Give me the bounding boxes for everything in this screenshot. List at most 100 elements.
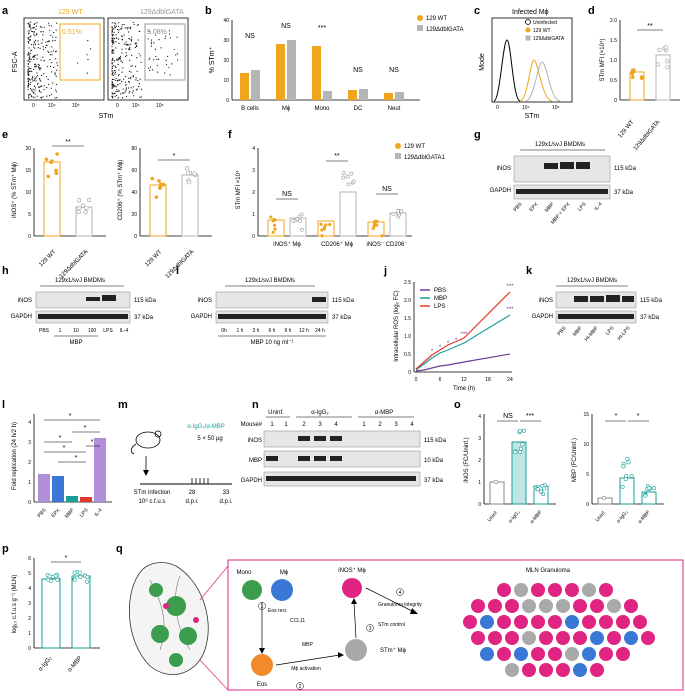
tick: 0: [496, 105, 499, 111]
tick: 5: [586, 472, 589, 478]
panel-i: i 129x1/svJ BMDMs iNOS GAPDH 115 kDa 37 …: [176, 265, 355, 346]
data-point: [51, 54, 53, 56]
panel-f: f STm MFI ×10⁴ 0 1 2 3 4 NS ** NS iNOS⁺ …: [228, 129, 445, 248]
data-point: [136, 44, 138, 47]
data-point: [112, 37, 114, 39]
data-point: [111, 96, 113, 98]
bar: [339, 191, 357, 237]
axis-label: % STm⁺: [208, 46, 216, 73]
significance: ***: [526, 413, 534, 420]
data-point: [129, 59, 131, 62]
tick: 0: [28, 500, 31, 506]
mouse: 3: [394, 422, 398, 428]
data-point: [45, 41, 47, 43]
tick: 20: [131, 212, 137, 218]
bar-neut-ko: [395, 92, 404, 100]
panel-p: p log₁₀ c.f.u.s g⁻¹ (MLN) 0 1 2 3 4 5 6 …: [2, 543, 100, 673]
category: 129ΔdblGATA: [633, 119, 662, 152]
tick: 3: [28, 601, 31, 607]
tick: 12: [461, 377, 467, 383]
tick: 18: [485, 377, 491, 383]
data-point: [28, 94, 30, 96]
significance: ***: [460, 332, 468, 338]
data-point: [39, 69, 41, 71]
lane: 0h: [221, 328, 227, 334]
mouse: 1: [362, 422, 366, 428]
data-point: [123, 43, 125, 45]
data-point: [40, 85, 42, 87]
data-point: [47, 41, 49, 43]
data-point: [112, 72, 114, 74]
data-point: [124, 76, 127, 78]
data-point: [128, 81, 130, 83]
data-point: [162, 182, 166, 187]
data-point: [115, 47, 117, 49]
panel-label-l: l: [2, 399, 5, 411]
histogram-wt: [519, 59, 553, 102]
data-point: [34, 22, 36, 25]
bar-lps: [80, 497, 92, 502]
data-point: [168, 33, 171, 35]
data-point: [33, 33, 35, 35]
data-point: [111, 63, 113, 65]
blot-header: 129x1/svJ BMDMs: [535, 142, 585, 148]
data-point: [28, 51, 30, 54]
label: Mϕ: [280, 570, 289, 576]
legend-ko: 129ΔdblGATA: [426, 27, 463, 33]
data-point: [119, 79, 121, 81]
data-point: [31, 78, 33, 80]
data-point: [136, 42, 138, 44]
data-point: [319, 222, 323, 226]
legend: LPS: [434, 304, 445, 310]
tick: 10⁴: [132, 103, 140, 109]
data-point: [171, 63, 173, 65]
data-point: [72, 577, 77, 582]
data-point: [138, 30, 140, 32]
data-point: [76, 209, 81, 215]
data-point: [125, 83, 127, 86]
category: CD206⁺ Mϕ: [321, 241, 354, 248]
legend-ko: 129ΔdblGATA: [533, 36, 565, 42]
data-point: [164, 72, 166, 74]
data-point: [111, 81, 113, 83]
tick: 1.0: [610, 58, 617, 64]
bar-mono-ko: [323, 91, 332, 100]
tick: 2: [478, 458, 481, 464]
title: Infected Mϕ: [512, 9, 549, 16]
significance: **: [647, 23, 653, 30]
data-point: [83, 210, 88, 215]
data-point: [111, 22, 113, 24]
data-point: [44, 157, 49, 162]
data-point: [37, 40, 39, 42]
data-point: [531, 615, 545, 629]
data-point: [556, 631, 570, 645]
data-point: [121, 27, 123, 30]
data-point: [111, 51, 113, 53]
data-point: [29, 57, 31, 59]
data-point: [40, 97, 42, 99]
data-point: [153, 59, 155, 61]
data-point: [124, 81, 126, 83]
lane: EPX: [528, 201, 539, 213]
tick: 20: [223, 58, 229, 64]
data-point: [629, 473, 634, 478]
data-point: [148, 67, 150, 69]
data-point: [54, 39, 56, 42]
data-point: [33, 78, 36, 80]
lane: 6 h: [269, 328, 276, 334]
data-point: [616, 647, 630, 661]
data-point: [128, 92, 130, 94]
panel-h: h 129x1/svJ BMDMs iNOS GAPDH 115 kDa 37 …: [2, 265, 157, 346]
data-point: [50, 34, 52, 37]
data-point: [624, 631, 638, 645]
inos-mphi-cell: [342, 578, 362, 598]
data-point: [158, 182, 163, 186]
mouse: 1: [270, 422, 274, 428]
label: Mono: [236, 570, 252, 576]
tick: 1: [28, 631, 31, 637]
data-point: [48, 40, 50, 42]
data-point: [112, 93, 114, 95]
data-point: [117, 22, 120, 24]
data-point: [121, 48, 123, 50]
